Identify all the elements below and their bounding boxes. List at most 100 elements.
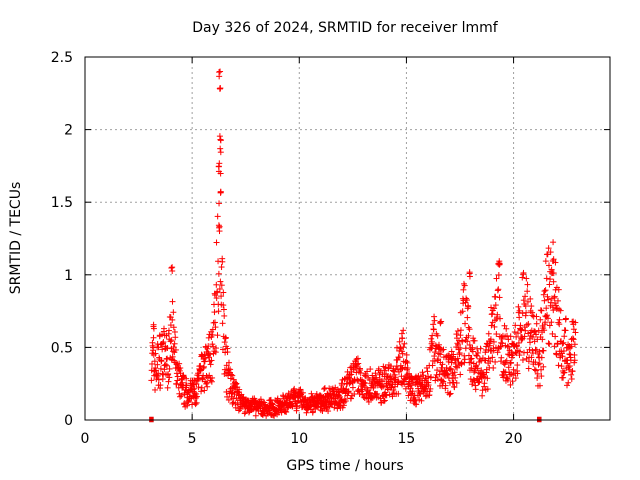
data-point — [514, 370, 521, 377]
data-point — [230, 376, 237, 383]
data-point — [569, 335, 576, 342]
data-point — [560, 348, 567, 355]
data-point — [155, 376, 162, 383]
data-point — [523, 321, 530, 328]
data-point — [550, 270, 557, 277]
data-point — [486, 342, 493, 349]
data-point — [541, 327, 548, 334]
data-point — [431, 358, 438, 365]
data-point — [497, 315, 504, 322]
data-point — [357, 367, 364, 374]
data-point — [427, 385, 434, 392]
tick-layer: 0 5 10 15 20 0 0.5 1 1.5 2 2.5 — [51, 50, 610, 447]
data-point — [490, 364, 497, 371]
data-point — [213, 281, 220, 288]
data-point — [551, 343, 558, 350]
data-point — [454, 355, 461, 362]
y-tick-label: 1.5 — [51, 195, 73, 211]
data-point — [549, 257, 556, 264]
data-point — [150, 325, 157, 332]
data-point — [443, 364, 450, 371]
data-point — [362, 380, 369, 387]
data-point — [479, 392, 486, 399]
data-point — [217, 145, 224, 152]
data-point — [434, 367, 441, 374]
data-point — [215, 258, 222, 265]
data-point — [495, 272, 502, 279]
data-point — [532, 359, 539, 366]
data-point — [431, 317, 438, 324]
data-point — [462, 320, 469, 327]
data-point — [170, 324, 177, 331]
data-point — [401, 380, 408, 387]
data-point — [408, 382, 415, 389]
grid-layer — [85, 57, 610, 420]
data-point — [399, 350, 406, 357]
data-point — [475, 349, 482, 356]
data-point — [346, 372, 353, 379]
data-point — [193, 390, 200, 397]
data-point — [236, 386, 243, 393]
data-point — [380, 383, 387, 390]
data-point — [472, 386, 479, 393]
data-point — [474, 365, 481, 372]
data-point — [447, 366, 454, 373]
data-point — [396, 354, 403, 361]
y-tick-label: 0 — [64, 413, 73, 429]
data-point — [489, 354, 496, 361]
x-tick-label: 0 — [81, 431, 90, 447]
data-point — [383, 392, 390, 399]
data-point — [164, 384, 171, 391]
data-point — [419, 369, 426, 376]
data-point — [438, 364, 445, 371]
data-point — [161, 325, 168, 332]
data-point — [335, 392, 342, 399]
data-point — [212, 324, 219, 331]
data-point — [551, 294, 558, 301]
data-point — [148, 360, 155, 367]
data-point — [529, 334, 536, 341]
data-point — [165, 378, 172, 385]
data-point — [399, 365, 406, 372]
data-point — [498, 339, 505, 346]
data-point — [534, 375, 541, 382]
data-point — [566, 351, 573, 358]
y-tick-label: 2.5 — [51, 50, 73, 66]
data-point — [397, 345, 404, 352]
data-point — [351, 391, 358, 398]
data-point — [227, 385, 234, 392]
data-point — [496, 294, 503, 301]
data-point — [507, 333, 514, 340]
data-point — [217, 189, 224, 196]
data-point — [157, 382, 164, 389]
data-point — [481, 380, 488, 387]
data-point — [520, 297, 527, 304]
data-point — [501, 322, 508, 329]
data-point — [205, 354, 212, 361]
data-point — [536, 382, 543, 389]
data-point — [172, 346, 179, 353]
data-point — [338, 381, 345, 388]
data-point — [204, 383, 211, 390]
data-point — [282, 408, 289, 415]
data-point — [556, 316, 563, 323]
data-point — [160, 338, 167, 345]
data-point — [378, 399, 385, 406]
data-point — [228, 371, 235, 378]
data-point — [457, 345, 464, 352]
data-point — [529, 312, 536, 319]
data-point — [446, 391, 453, 398]
data-point — [331, 404, 338, 411]
data-point — [505, 364, 512, 371]
data-point — [216, 69, 223, 76]
data-point — [401, 340, 408, 347]
data-point — [461, 282, 468, 289]
data-point — [430, 326, 437, 333]
data-point — [570, 326, 577, 333]
data-point — [551, 293, 558, 300]
data-point — [541, 288, 548, 295]
data-point — [507, 360, 514, 367]
data-point — [342, 397, 349, 404]
data-point — [544, 312, 551, 319]
data-point — [381, 397, 388, 404]
